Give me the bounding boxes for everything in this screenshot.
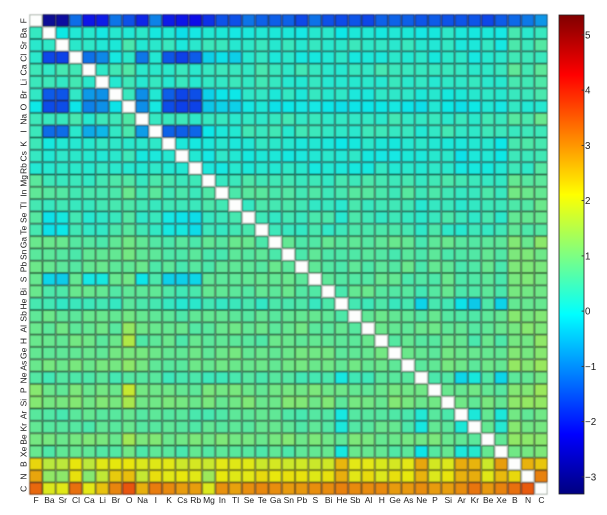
- svg-text:In: In: [18, 189, 28, 196]
- svg-text:H: H: [18, 338, 28, 344]
- svg-text:O: O: [18, 103, 28, 110]
- svg-text:F: F: [33, 495, 38, 505]
- svg-text:0: 0: [585, 307, 591, 318]
- svg-text:Si: Si: [18, 399, 28, 407]
- svg-text:Br: Br: [112, 495, 121, 505]
- svg-text:I: I: [155, 495, 157, 505]
- svg-text:5: 5: [585, 30, 591, 41]
- svg-text:Kr: Kr: [18, 423, 28, 432]
- svg-text:Si: Si: [445, 495, 453, 505]
- svg-text:H: H: [379, 495, 385, 505]
- svg-text:Ba: Ba: [44, 495, 55, 505]
- svg-text:Cs: Cs: [18, 151, 28, 161]
- svg-text:Ca: Ca: [84, 495, 95, 505]
- svg-text:Se: Se: [18, 212, 28, 223]
- svg-text:He: He: [18, 298, 28, 309]
- svg-text:Al: Al: [18, 325, 28, 333]
- svg-text:Rb: Rb: [18, 163, 28, 174]
- svg-text:Cl: Cl: [72, 495, 80, 505]
- svg-text:4: 4: [585, 86, 591, 97]
- svg-text:Te: Te: [258, 495, 267, 505]
- svg-text:Na: Na: [18, 114, 28, 125]
- svg-text:Tl: Tl: [232, 495, 239, 505]
- svg-text:Sn: Sn: [18, 249, 28, 260]
- svg-text:Be: Be: [18, 434, 28, 445]
- svg-text:Ge: Ge: [18, 347, 28, 359]
- svg-text:As: As: [18, 361, 28, 371]
- svg-text:Ar: Ar: [457, 495, 466, 505]
- svg-text:Te: Te: [18, 225, 28, 234]
- svg-text:Ge: Ge: [389, 495, 401, 505]
- svg-text:Tl: Tl: [18, 202, 28, 209]
- svg-text:P: P: [432, 495, 438, 505]
- svg-text:In: In: [219, 495, 226, 505]
- svg-text:Cl: Cl: [18, 54, 28, 62]
- svg-text:Ga: Ga: [270, 495, 282, 505]
- svg-text:Li: Li: [99, 495, 106, 505]
- svg-text:Cs: Cs: [177, 495, 187, 505]
- svg-text:N: N: [525, 495, 531, 505]
- svg-text:O: O: [126, 495, 133, 505]
- svg-text:K: K: [166, 495, 172, 505]
- svg-text:Li: Li: [18, 79, 28, 86]
- svg-text:1: 1: [585, 251, 590, 262]
- svg-text:Rb: Rb: [190, 495, 201, 505]
- svg-text:Ne: Ne: [416, 495, 427, 505]
- svg-text:C: C: [538, 495, 544, 505]
- svg-text:−3: −3: [585, 472, 597, 483]
- svg-text:Sr: Sr: [18, 41, 28, 50]
- svg-text:Ca: Ca: [18, 64, 28, 75]
- svg-text:I: I: [18, 130, 28, 132]
- svg-text:Al: Al: [365, 495, 373, 505]
- svg-text:S: S: [312, 495, 318, 505]
- svg-text:Xe: Xe: [18, 446, 28, 457]
- svg-text:F: F: [18, 18, 28, 23]
- svg-text:Be: Be: [483, 495, 494, 505]
- svg-text:Ne: Ne: [18, 372, 28, 383]
- svg-text:Mg: Mg: [18, 175, 28, 187]
- svg-text:P: P: [18, 387, 28, 393]
- svg-text:Sb: Sb: [18, 311, 28, 322]
- svg-text:Xe: Xe: [496, 495, 507, 505]
- svg-text:Ga: Ga: [18, 237, 28, 249]
- svg-text:Na: Na: [137, 495, 148, 505]
- svg-text:−2: −2: [585, 417, 596, 428]
- svg-text:N: N: [18, 473, 28, 479]
- svg-text:S: S: [18, 276, 28, 282]
- svg-text:As: As: [403, 495, 413, 505]
- svg-text:Ar: Ar: [18, 410, 28, 419]
- svg-text:Ba: Ba: [18, 28, 28, 39]
- svg-text:Bi: Bi: [18, 288, 28, 296]
- svg-text:Mg: Mg: [203, 495, 215, 505]
- svg-text:Sn: Sn: [284, 495, 295, 505]
- svg-text:Kr: Kr: [471, 495, 480, 505]
- svg-text:Br: Br: [18, 90, 28, 99]
- svg-text:3: 3: [585, 141, 591, 152]
- svg-text:C: C: [18, 486, 28, 492]
- svg-text:Sb: Sb: [350, 495, 361, 505]
- svg-text:He: He: [336, 495, 347, 505]
- svg-text:Bi: Bi: [325, 495, 333, 505]
- svg-text:Pb: Pb: [18, 262, 28, 273]
- svg-text:2: 2: [585, 196, 590, 207]
- svg-text:Pb: Pb: [297, 495, 308, 505]
- svg-text:Se: Se: [244, 495, 255, 505]
- svg-text:K: K: [18, 141, 28, 147]
- svg-text:−1: −1: [585, 362, 596, 373]
- svg-text:B: B: [18, 461, 28, 467]
- svg-text:B: B: [512, 495, 518, 505]
- svg-text:Sr: Sr: [58, 495, 67, 505]
